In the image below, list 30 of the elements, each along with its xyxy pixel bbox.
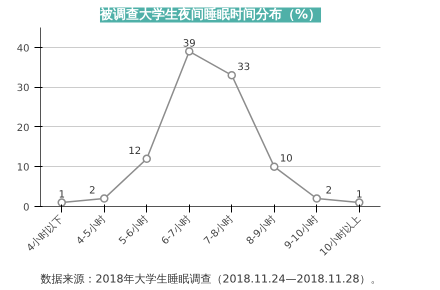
y-tick-label: 20 <box>16 122 30 134</box>
data-label: 1 <box>356 190 362 201</box>
data-label: 10 <box>280 154 293 165</box>
point <box>270 162 278 171</box>
x-tick-label: 4-5小时 <box>74 212 108 248</box>
x-tick-label: 5-6小时 <box>116 212 151 248</box>
point <box>312 194 321 203</box>
x-tick-label: 4小时以下 <box>24 212 66 254</box>
x-tick-label: 10小时以上 <box>317 212 364 259</box>
data-label: 2 <box>326 186 332 197</box>
point <box>185 47 194 56</box>
point <box>142 154 151 164</box>
point <box>58 198 66 206</box>
data-label: 1 <box>58 190 65 201</box>
y-tick-label: 30 <box>16 83 30 94</box>
data-label: 39 <box>182 38 196 50</box>
data-label: 12 <box>128 146 142 157</box>
data-label: 33 <box>237 62 250 74</box>
x-tick-label: 6-7小时 <box>158 212 194 248</box>
data-label: 2 <box>89 186 96 197</box>
x-tick-label: 7-8小时 <box>201 212 236 248</box>
chart-title: 被调查大学生夜间睡眠时间分布（%） <box>98 6 322 22</box>
y-tick-label: 40 <box>16 43 30 54</box>
point <box>355 198 364 206</box>
y-tick-label: 0 <box>23 202 30 214</box>
source-note: 数据来源：2018年大学生睡眠调查（2018.11.24—2018.11.28）。 <box>40 272 382 286</box>
x-tick-label: 8-9小时 <box>244 212 278 248</box>
point <box>228 70 236 80</box>
y-tick-label: 10 <box>16 162 30 174</box>
point <box>100 194 108 203</box>
